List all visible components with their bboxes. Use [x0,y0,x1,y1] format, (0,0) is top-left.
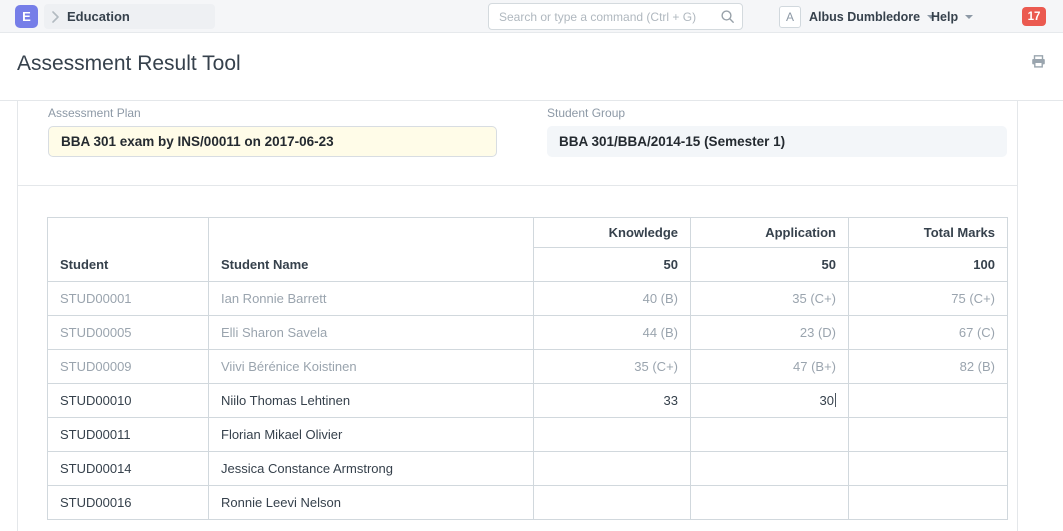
user-name: Albus Dumbledore [809,9,921,24]
student-id-cell: STUD00016 [47,485,209,520]
table-row: STUD00005 Elli Sharon Savela 44 (B) 23 (… [47,315,1008,350]
table-row: STUD00001 Ian Ronnie Barrett 40 (B) 35 (… [47,281,1008,316]
criteria-header-application: Application [690,217,849,248]
student-name-cell: Elli Sharon Savela [208,315,534,350]
student-name-cell: Niilo Thomas Lehtinen [208,383,534,418]
score-cell-knowledge[interactable] [533,417,691,452]
student-group-label: Student Group [547,106,626,120]
global-search [488,3,743,30]
avatar[interactable]: A [779,6,801,28]
divider [18,185,1017,186]
student-column-header: Student [47,217,209,282]
score-cell-knowledge: 35 (C+) [533,349,691,384]
student-id-cell: STUD00009 [47,349,209,384]
score-cell-application[interactable] [690,417,849,452]
max-score-total-marks: 100 [848,247,1008,282]
search-input[interactable] [488,3,743,30]
table-header-criteria-row: Student Student Name Knowledge Applicati… [47,217,1008,282]
score-cell-application: 23 (D) [690,315,849,350]
notification-badge[interactable]: 17 [1022,7,1046,26]
student-name-cell: Ronnie Leevi Nelson [208,485,534,520]
notification-count: 17 [1027,10,1041,23]
help-label: Help [931,9,959,24]
score-cell-total-marks[interactable] [848,451,1008,486]
score-cell-knowledge[interactable]: 33 [533,383,691,418]
app-logo[interactable]: E [15,5,38,28]
assessment-plan-label: Assessment Plan [48,106,141,120]
student-id-cell: STUD00010 [47,383,209,418]
student-group-value-text: BBA 301/BBA/2014-15 (Semester 1) [559,134,786,149]
assessment-plan-input[interactable]: BBA 301 exam by INS/00011 on 2017-06-23 [48,126,497,157]
print-button[interactable] [1028,54,1048,74]
score-cell-knowledge: 44 (B) [533,315,691,350]
student-id-cell: STUD00011 [47,417,209,452]
printer-icon [1030,53,1047,75]
table-row: STUD00014 Jessica Constance Armstrong [47,451,1008,486]
caret-down-icon [927,14,936,19]
score-cell-application[interactable] [690,485,849,520]
breadcrumb-module-label: Education [67,9,130,24]
score-cell-total-marks[interactable] [848,383,1008,418]
results-table: Student Student Name Knowledge Applicati… [47,217,1008,520]
help-menu[interactable]: Help [931,0,974,33]
caret-down-icon [965,14,974,19]
score-cell-knowledge: 40 (B) [533,281,691,316]
results-table-body: STUD00001 Ian Ronnie Barrett 40 (B) 35 (… [47,281,1008,520]
assessment-plan-value: BBA 301 exam by INS/00011 on 2017-06-23 [61,134,334,149]
score-cell-application[interactable]: 30 [690,383,849,418]
criteria-header-knowledge: Knowledge [533,217,691,248]
score-cell-application: 35 (C+) [690,281,849,316]
score-cell-knowledge[interactable] [533,451,691,486]
chevron-right-icon [52,10,59,23]
score-cell-application[interactable] [690,451,849,486]
student-id-cell: STUD00001 [47,281,209,316]
student-name-cell: Florian Mikael Olivier [208,417,534,452]
score-cell-application: 47 (B+) [690,349,849,384]
table-row: STUD00016 Ronnie Leevi Nelson [47,485,1008,520]
score-cell-total-marks[interactable] [848,485,1008,520]
divider [1017,100,1018,531]
divider [0,100,1063,101]
user-menu[interactable]: Albus Dumbledore [809,0,936,33]
student-group-value[interactable]: BBA 301/BBA/2014-15 (Semester 1) [547,126,1007,157]
max-score-application: 50 [690,247,849,282]
breadcrumb[interactable]: Education [44,4,215,29]
student-name-cell: Ian Ronnie Barrett [208,281,534,316]
max-score-knowledge: 50 [533,247,691,282]
table-row: STUD00010 Niilo Thomas Lehtinen 33 30 [47,383,1008,418]
table-row: STUD00009 Viivi Bérénice Koistinen 35 (C… [47,349,1008,384]
score-cell-total-marks: 67 (C) [848,315,1008,350]
student-name-cell: Jessica Constance Armstrong [208,451,534,486]
divider [17,100,18,531]
student-id-cell: STUD00005 [47,315,209,350]
score-cell-total-marks: 75 (C+) [848,281,1008,316]
score-cell-total-marks[interactable] [848,417,1008,452]
table-row: STUD00011 Florian Mikael Olivier [47,417,1008,452]
student-name-column-header: Student Name [208,217,534,282]
student-id-cell: STUD00014 [47,451,209,486]
score-cell-total-marks: 82 (B) [848,349,1008,384]
student-name-cell: Viivi Bérénice Koistinen [208,349,534,384]
navbar: E Education A Albus Dumbledore Help 17 [0,0,1063,33]
score-cell-knowledge[interactable] [533,485,691,520]
page-title: Assessment Result Tool [17,52,241,75]
criteria-header-total-marks: Total Marks [848,217,1008,248]
search-icon [720,9,735,29]
table-header-max-score-row: 50 50 100 [48,247,1008,282]
avatar-letter: A [785,10,794,24]
app-logo-letter: E [22,9,31,24]
